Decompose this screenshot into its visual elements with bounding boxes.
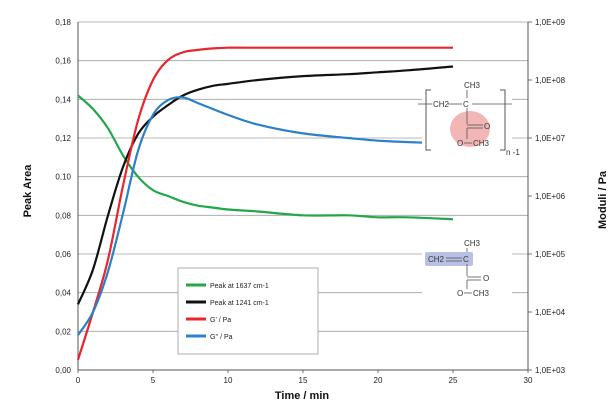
y-left-tick-label: 0,12: [55, 134, 71, 143]
monomer-ester-ch3-label: CH3: [473, 289, 490, 298]
y-right-tick-label: 1,0E+03: [535, 366, 566, 375]
repeat-index-label: n -1: [506, 148, 520, 157]
monomer-ester-o-label: O: [457, 289, 463, 298]
series-line-g-double-prime: [77, 96, 454, 336]
polymer-ch2-label: CH2: [433, 100, 450, 109]
legend-label-1637: Peak at 1637 cm-1: [210, 283, 269, 290]
polymer-c-label: C: [463, 100, 469, 109]
carbonyl-highlight: [450, 111, 490, 147]
polymer-carbonyl-o-label: O: [484, 122, 490, 131]
y-left-tick-label: 0,02: [55, 327, 71, 336]
y-left-tick-label: 0,08: [55, 211, 71, 220]
y-left-tick-label: 0,14: [55, 95, 71, 104]
x-ticks: 0 5 10 15 20 25 30: [76, 370, 533, 385]
double-bond-highlight: [425, 252, 473, 266]
y-right-tick-label: 1,0E+04: [535, 308, 566, 317]
y-left-tick-label: 0,06: [55, 250, 71, 259]
y-right-tick-label: 1,0E+09: [535, 18, 566, 27]
series-line-peak-1637: [77, 94, 454, 221]
x-tick-label: 0: [76, 376, 81, 385]
y-right-tick-label: 1,0E+08: [535, 76, 566, 85]
y-right-tick-label: 1,0E+05: [535, 250, 566, 259]
polymer-ester-o-label: O: [457, 139, 463, 148]
y-left-axis-label: Peak Area: [22, 164, 34, 218]
y-right-tick-label: 1,0E+06: [535, 192, 566, 201]
y-right-axis-label: Moduli / Pa: [597, 170, 609, 229]
y-left-ticks: 0,00 0,02 0,04 0,06 0,08 0,10 0,12 0,14 0,16 0,18: [55, 18, 71, 375]
x-tick-label: 5: [151, 376, 156, 385]
legend-label-gprime: G' / Pa: [210, 317, 231, 324]
x-tick-label: 20: [374, 376, 383, 385]
monomer-c-label: C: [463, 255, 469, 264]
y-right-tick-label: 1,0E+07: [535, 134, 566, 143]
monomer-ch3-label: CH3: [464, 239, 481, 248]
x-tick-label: 30: [524, 376, 533, 385]
y-left-tick-label: 0,04: [55, 289, 71, 298]
series-line-g-prime: [76, 46, 453, 361]
x-tick-label: 10: [224, 376, 233, 385]
monomer-ch2-label: CH2: [428, 255, 445, 264]
monomer-carbonyl-o-label: O: [483, 274, 489, 283]
series-line-peak-1241: [76, 65, 454, 305]
y-right-ticks: 1,0E+03 1,0E+04 1,0E+05 1,0E+06 1,0E+07 1,0E+…: [528, 18, 566, 375]
legend-label-gdoubleprime: G'' / Pa: [210, 334, 233, 341]
y-left-tick-label: 0,18: [55, 18, 71, 27]
series-layer: [76, 46, 454, 361]
monomer-structure: CH3 CH2 C O O CH3: [422, 238, 512, 300]
y-left-tick-label: 0,16: [55, 57, 71, 66]
legend-label-1241: Peak at 1241 cm-1: [210, 300, 269, 307]
polymer-ch3-label: CH3: [464, 81, 481, 90]
polymer-structure: CH3 CH2 C O O CH3 n -1: [418, 75, 520, 160]
y-left-tick-label: 0,00: [55, 366, 71, 375]
x-tick-label: 25: [449, 376, 458, 385]
y-left-tick-label: 0,10: [55, 173, 71, 182]
x-axis-label: Time / min: [275, 390, 329, 402]
legend-box: [177, 267, 319, 355]
polymer-ester-ch3-label: CH3: [473, 139, 490, 148]
legend: Peak at 1637 cm-1 Peak at 1241 cm-1 G' /…: [177, 267, 319, 355]
repeat-bracket-right: [500, 89, 506, 151]
x-tick-label: 15: [299, 376, 308, 385]
repeat-bracket-left: [425, 89, 431, 151]
